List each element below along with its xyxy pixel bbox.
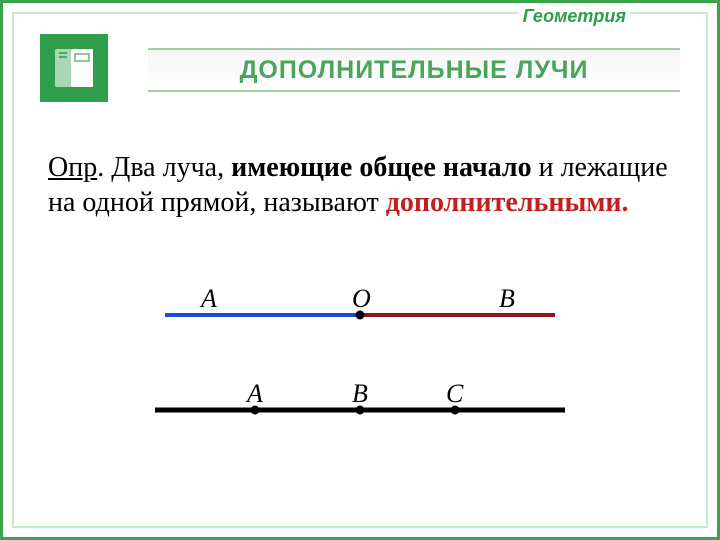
def-highlight: дополнительными. bbox=[386, 187, 629, 218]
book-svg bbox=[51, 45, 97, 91]
label2-B: B bbox=[352, 379, 368, 408]
diagram-svg: O A B A B C bbox=[155, 275, 565, 475]
label2-C: C bbox=[446, 379, 464, 408]
label2-A: A bbox=[245, 379, 263, 408]
subject-text: Геометрия bbox=[523, 6, 626, 26]
title-bar: ДОПОЛНИТЕЛЬНЫЕ ЛУЧИ bbox=[148, 48, 680, 92]
def-bold1: имеющие общее начало bbox=[231, 152, 531, 183]
def-t1: . Два луча, bbox=[97, 152, 231, 183]
definition-text: Опр. Два луча, имеющие общее начало и ле… bbox=[48, 150, 672, 220]
label-B-1: B bbox=[499, 284, 515, 313]
subject-label: Геометрия bbox=[519, 6, 630, 27]
rays-diagram: O A B A B C bbox=[155, 275, 555, 495]
book-icon bbox=[40, 34, 108, 102]
label-A-1: A bbox=[199, 284, 217, 313]
label-O: O bbox=[352, 284, 371, 313]
page-title: ДОПОЛНИТЕЛЬНЫЕ ЛУЧИ bbox=[240, 56, 589, 85]
def-opr: Опр bbox=[48, 152, 97, 183]
header: ДОПОЛНИТЕЛЬНЫЕ ЛУЧИ bbox=[40, 40, 680, 100]
